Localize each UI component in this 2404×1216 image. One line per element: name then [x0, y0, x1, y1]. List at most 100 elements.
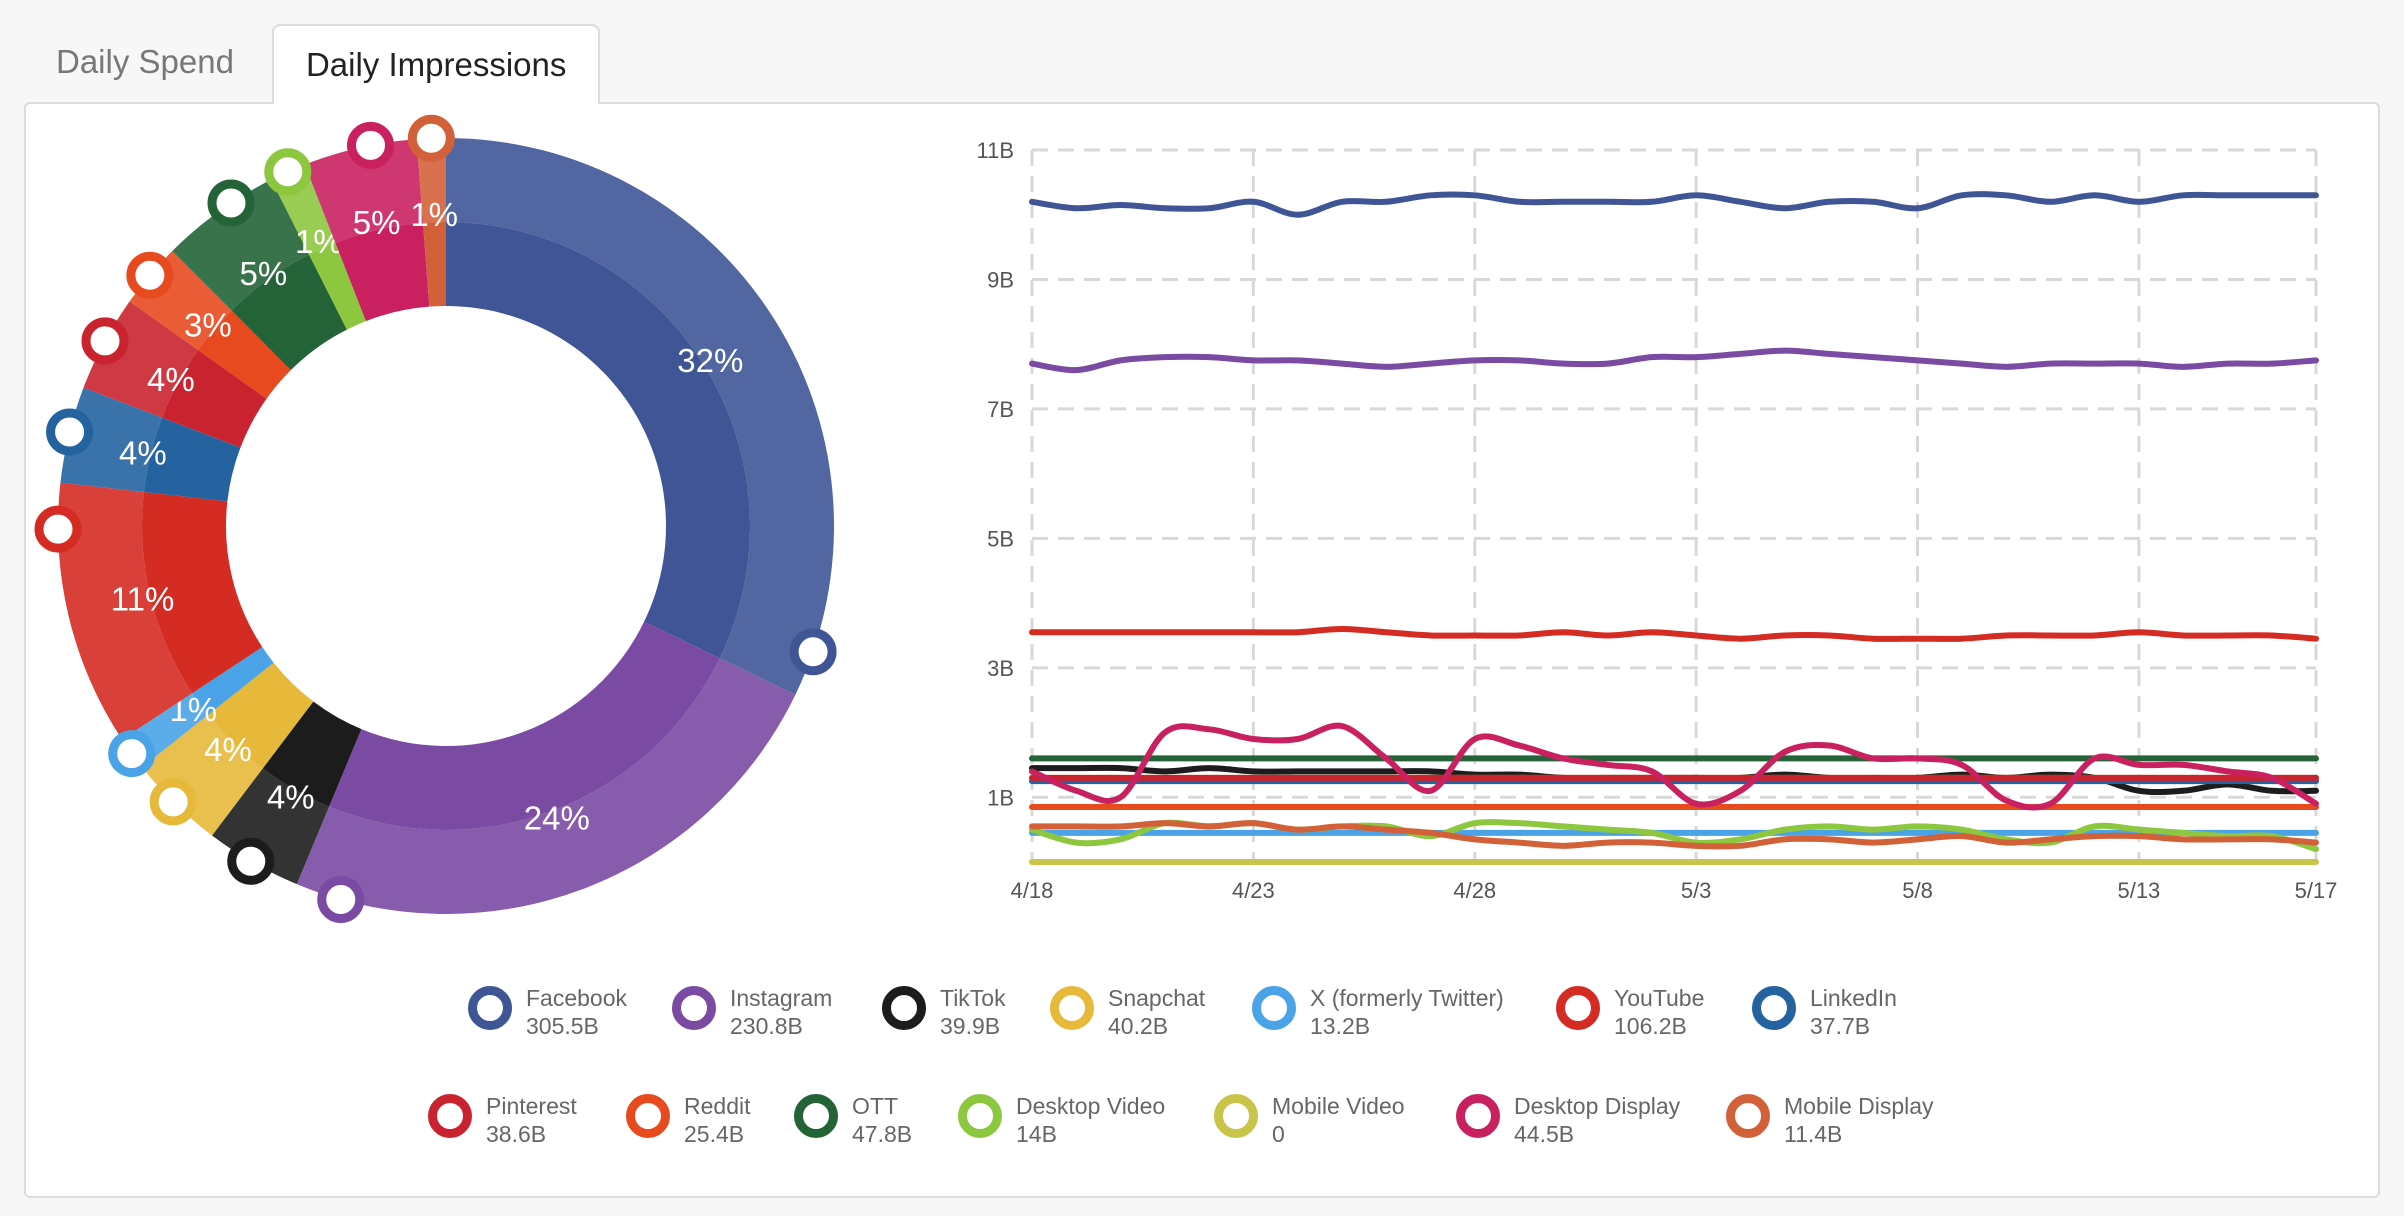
legend-marker-icon — [882, 986, 926, 1030]
series-line-instagram[interactable] — [1029, 347, 2319, 374]
donut-marker-facebook[interactable] — [789, 628, 837, 676]
donut-slice-instagram[interactable] — [296, 658, 796, 914]
donut-label-instagram: 24% — [524, 800, 590, 837]
legend-value: 39.9B — [940, 1013, 1001, 1039]
donut-label-mobile-display: 1% — [410, 196, 458, 233]
legend-item-desktop-display[interactable]: Desktop Display 44.5B — [1456, 1092, 1680, 1148]
donut-marker-youtube[interactable] — [34, 505, 82, 553]
donut-slice-facebook[interactable] — [446, 138, 834, 695]
legend-item-tiktok[interactable]: TikTok 39.9B — [882, 984, 1006, 1040]
donut-slice-inner-pinterest — [161, 350, 267, 448]
donut-label-youtube: 11% — [111, 581, 175, 618]
y-tick-label: 3B — [987, 656, 1014, 681]
donut-label-reddit: 3% — [184, 306, 232, 343]
donut-slice-inner-ott — [231, 254, 347, 371]
donut-marker-reddit[interactable] — [126, 251, 174, 299]
tab-daily-spend[interactable]: Daily Spend — [56, 43, 234, 80]
donut-slice-snapchat[interactable] — [142, 715, 263, 836]
legend-name: Desktop Video — [1016, 1093, 1166, 1119]
legend-item-reddit[interactable]: Reddit 25.4B — [626, 1092, 750, 1148]
donut-marker-instagram[interactable] — [317, 875, 365, 923]
legend-name: Desktop Display — [1514, 1093, 1681, 1119]
donut-marker-tiktok[interactable] — [227, 837, 275, 885]
x-tick-label: 4/28 — [1453, 878, 1496, 903]
donut-slice-inner-tiktok — [262, 701, 362, 807]
legend-value: 11.4B — [1784, 1121, 1843, 1147]
x-tick-label: 5/13 — [2117, 878, 2160, 903]
legend-value: 44.5B — [1514, 1121, 1575, 1147]
donut-slice-linkedin[interactable] — [60, 387, 162, 492]
legend-marker-icon — [794, 1094, 838, 1138]
y-tick-label: 5B — [987, 526, 1014, 551]
legend-item-pinterest[interactable]: Pinterest 38.6B — [428, 1092, 577, 1148]
legend-value: 40.2B — [1108, 1013, 1169, 1039]
donut-marker-ott[interactable] — [207, 179, 255, 227]
donut-slice-inner-desktop-display — [335, 222, 430, 322]
y-tick-label: 9B — [987, 267, 1014, 292]
donut-slice-desktop-display[interactable] — [304, 139, 423, 243]
donut-label-facebook: 32% — [677, 342, 743, 379]
donut-marker-desktop-display[interactable] — [347, 121, 395, 169]
donut-slice-youtube[interactable] — [57, 482, 193, 740]
donut-label-desktop-display: 5% — [353, 204, 401, 241]
legend-marker-icon — [1214, 1094, 1258, 1138]
donut-marker-linkedin[interactable] — [46, 408, 94, 456]
donut-slice-inner-facebook — [446, 222, 750, 659]
donut-slice-inner-x-formerly-twitter — [192, 647, 274, 716]
donut-slice-inner-linkedin — [143, 417, 241, 502]
legend-item-desktop-video[interactable]: Desktop Video 14B — [958, 1092, 1165, 1148]
legend-marker-icon — [1252, 986, 1296, 1030]
legend-item-youtube[interactable]: YouTube 106.2B — [1556, 984, 1704, 1040]
legend-item-linkedin[interactable]: LinkedIn 37.7B — [1752, 984, 1897, 1040]
legend-item-mobile-display[interactable]: Mobile Display 11.4B — [1726, 1092, 1934, 1148]
series-line-youtube[interactable] — [1029, 625, 2319, 642]
legend-item-mobile-video[interactable]: Mobile Video 0 — [1214, 1092, 1405, 1148]
legend-marker-icon — [1752, 986, 1796, 1030]
legend-value: 305.5B — [526, 1013, 599, 1039]
legend-name: LinkedIn — [1810, 985, 1897, 1011]
legend-item-snapchat[interactable]: Snapchat 40.2B — [1050, 984, 1205, 1040]
legend-value: 25.4B — [684, 1121, 745, 1147]
legend-item-facebook[interactable]: Facebook 305.5B — [468, 984, 627, 1040]
legend-name: Mobile Display — [1784, 1093, 1934, 1119]
legend-value: 47.8B — [852, 1121, 913, 1147]
legend-value: 230.8B — [730, 1013, 803, 1039]
legend-name: YouTube — [1614, 985, 1705, 1011]
x-tick-label: 4/18 — [1011, 878, 1054, 903]
legend-marker-icon — [468, 986, 512, 1030]
donut-marker-desktop-video[interactable] — [264, 148, 312, 196]
donut-marker-pinterest[interactable] — [81, 317, 129, 365]
donut-slice-inner-snapchat — [207, 662, 314, 769]
legend-item-instagram[interactable]: Instagram 230.8B — [672, 984, 832, 1040]
y-tick-label: 7B — [987, 397, 1014, 422]
donut-slice-ott[interactable] — [172, 179, 310, 311]
donut-label-ott: 5% — [240, 255, 288, 292]
donut-slice-inner-reddit — [198, 310, 291, 399]
donut-slice-inner-youtube — [142, 491, 263, 694]
series-line-desktop-display[interactable] — [1029, 722, 2319, 811]
legend-value: 38.6B — [486, 1121, 547, 1147]
series-line-mobile-display[interactable] — [1029, 820, 2319, 850]
donut-label-linkedin: 4% — [119, 434, 167, 471]
legend-item-ott[interactable]: OTT 47.8B — [794, 1092, 912, 1148]
donut-marker-x-formerly-twitter[interactable] — [108, 730, 156, 778]
legend-name: Facebook — [526, 985, 628, 1011]
legend-name: Reddit — [684, 1093, 751, 1119]
legend-name: Pinterest — [486, 1093, 577, 1119]
legend-marker-icon — [672, 986, 716, 1030]
series-line-facebook[interactable] — [1029, 191, 2319, 218]
donut-slice-inner-instagram — [329, 621, 720, 830]
donut-marker-snapchat[interactable] — [149, 778, 197, 826]
legend-name: Snapchat — [1108, 985, 1206, 1011]
donut-label-snapchat: 4% — [204, 731, 252, 768]
legend-item-x-formerly-twitter[interactable]: X (formerly Twitter) 13.2B — [1252, 984, 1504, 1040]
tab-daily-impressions[interactable]: Daily Impressions — [271, 24, 601, 104]
x-tick-label: 4/23 — [1232, 878, 1275, 903]
x-tick-label: 5/8 — [1902, 878, 1933, 903]
x-tick-label: 5/3 — [1681, 878, 1712, 903]
legend-value: 37.7B — [1810, 1013, 1871, 1039]
donut-marker-mobile-display[interactable] — [407, 114, 455, 162]
legend-name: Instagram — [730, 985, 833, 1011]
